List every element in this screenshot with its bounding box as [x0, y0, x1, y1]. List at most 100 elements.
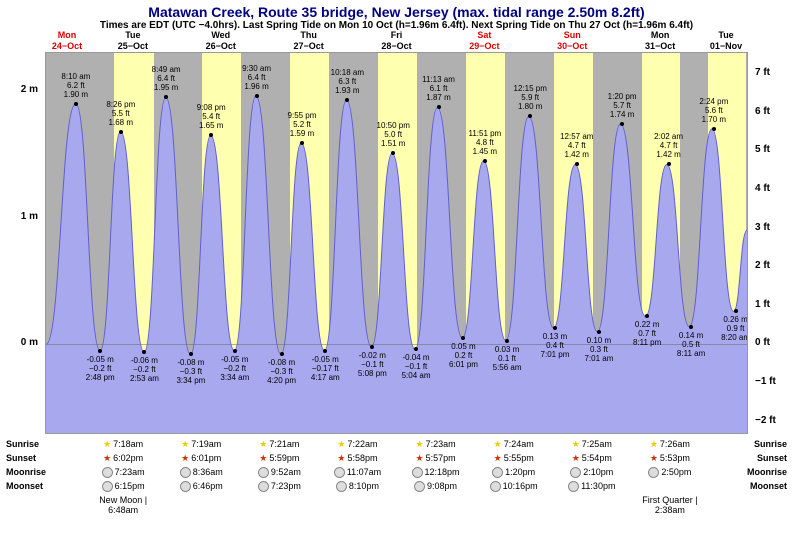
tide-label: 0.26 m0.9 ft8:20 am [721, 315, 748, 342]
moon-icon [648, 467, 659, 478]
sunmoon-cell: ★7:25am [553, 437, 631, 451]
y-tick-right: 2 ft [755, 260, 770, 271]
row-label: Moonrise [6, 467, 46, 477]
time-text: 6:46pm [193, 481, 223, 491]
sunmoon-cell: ★7:18am [84, 437, 162, 451]
y-tick-left: 1 m [21, 211, 38, 222]
tide-label: -0.06 m−0.2 ft2:53 am [130, 356, 159, 383]
date-header-row: Mon24−OctTue25−OctWed26−OctThu27−OctFri2… [45, 30, 748, 52]
y-tick-right: 5 ft [755, 144, 770, 155]
y-tick-right: 4 ft [755, 183, 770, 194]
tide-point [553, 326, 557, 330]
sunmoon-row-sunrise: SunriseSunrise★7:18am★7:19am★7:21am★7:22… [0, 437, 793, 451]
time-text: 6:15pm [115, 481, 145, 491]
y-tick-right: 6 ft [755, 106, 770, 117]
tide-point [689, 325, 693, 329]
tide-label: 9:30 am6.4 ft1.96 m [242, 64, 271, 91]
tide-label: -0.05 m−0.17 ft4:17 am [311, 355, 340, 382]
time-text: 7:23pm [271, 481, 301, 491]
date-header-cell: Sun30−Oct [528, 30, 616, 52]
tide-label: 8:26 pm5.5 ft1.68 m [106, 100, 135, 127]
tide-point [370, 345, 374, 349]
moon-icon [180, 481, 191, 492]
tide-point [437, 105, 441, 109]
moon-phase-cell: New Moon | 6:48am [84, 495, 162, 515]
time-text: 7:24am [504, 439, 534, 449]
tide-point [575, 162, 579, 166]
time-text: 7:26am [660, 439, 690, 449]
sunrise-icon: ★ [650, 439, 658, 450]
row-label: Sunrise [6, 439, 39, 449]
moon-phase-cell [162, 495, 240, 515]
date-header-cell: Wed26−Oct [177, 30, 265, 52]
sunrise-icon: ★ [494, 439, 502, 450]
time-text: 1:20pm [505, 467, 535, 477]
sunmoon-cell: ★7:26am [631, 437, 709, 451]
tide-label: -0.08 m−0.3 ft3:34 pm [176, 358, 205, 385]
moon-icon [492, 467, 503, 478]
sunrise-icon: ★ [181, 439, 189, 450]
tide-point [164, 95, 168, 99]
tide-label: 8:10 am6.2 ft1.90 m [61, 72, 90, 99]
tide-label: 0.14 m0.5 ft8:11 am [677, 331, 705, 358]
time-text: 9:08pm [427, 481, 457, 491]
moon-icon [490, 481, 501, 492]
tide-point [528, 114, 532, 118]
moon-phase-cell [240, 495, 318, 515]
tide-label: 9:55 pm5.2 ft1.59 m [288, 111, 317, 138]
tide-point [280, 352, 284, 356]
sunmoon-cell: 12:18pm [397, 465, 475, 479]
tide-point [233, 349, 237, 353]
tide-point [461, 336, 465, 340]
tide-label: -0.04 m−0.1 ft5:04 am [402, 353, 431, 380]
tide-label: 11:51 pm4.8 ft1.45 m [468, 129, 501, 156]
moon-icon [258, 481, 269, 492]
tide-point [189, 352, 193, 356]
sunmoon-cell: 11:30pm [553, 479, 631, 493]
tide-chart-container: Matawan Creek, Route 35 bridge, New Jers… [0, 0, 793, 539]
time-text: 5:57pm [426, 453, 456, 463]
sunset-icon: ★ [494, 453, 502, 464]
sunmoon-cell: ★7:23am [397, 437, 475, 451]
tide-label: 0.22 m0.7 ft8:11 pm [633, 320, 661, 347]
sunset-icon: ★ [650, 453, 658, 464]
time-text: 5:53pm [660, 453, 690, 463]
sunmoon-cell: ★5:53pm [631, 451, 709, 465]
date-header-cell: Tue01−Nov [704, 30, 748, 52]
tide-label: 9:08 pm5.4 ft1.65 m [197, 103, 226, 130]
tide-point [300, 141, 304, 145]
sunrise-icon: ★ [259, 439, 267, 450]
sunmoon-cell: ★5:57pm [397, 451, 475, 465]
sunset-icon: ★ [572, 453, 580, 464]
y-axis-left: 0 m1 m2 m [0, 52, 42, 432]
sunmoon-cell: ★7:21am [240, 437, 318, 451]
sunmoon-cell: 6:15pm [84, 479, 162, 493]
sunmoon-cell: ★5:58pm [318, 451, 396, 465]
sunmoon-cell: 8:36am [162, 465, 240, 479]
time-text: 5:55pm [504, 453, 534, 463]
time-text: 7:23am [115, 467, 145, 477]
tide-label: 2:02 am4.7 ft1.42 m [654, 132, 683, 159]
moon-phase-cell [318, 495, 396, 515]
tide-point [505, 339, 509, 343]
sunset-icon: ★ [259, 453, 267, 464]
sunmoon-cell: ★5:54pm [553, 451, 631, 465]
tide-point [142, 350, 146, 354]
y-tick-right: 1 ft [755, 299, 770, 310]
row-label: Moonset [750, 481, 787, 491]
tide-point [119, 130, 123, 134]
row-label: Moonrise [747, 467, 787, 477]
sunmoon-row-moonset: MoonsetMoonset6:15pm6:46pm7:23pm8:10pm9:… [0, 479, 793, 493]
y-axis-right: −2 ft−1 ft0 ft1 ft2 ft3 ft4 ft5 ft6 ft7 … [751, 52, 793, 432]
moon-phase-cell [475, 495, 553, 515]
moon-icon [412, 467, 423, 478]
tide-point [209, 133, 213, 137]
sunmoon-cell: ★7:24am [475, 437, 553, 451]
tide-point [645, 314, 649, 318]
tide-label: 0.13 m0.4 ft7:01 pm [541, 332, 570, 359]
y-tick-right: 0 ft [755, 337, 770, 348]
sunmoon-cell: 6:46pm [162, 479, 240, 493]
date-header-cell: Mon31−Oct [616, 30, 704, 52]
time-text: 12:18pm [425, 467, 460, 477]
moon-phase-row: New Moon | 6:48amFirst Quarter | 2:38am [45, 495, 748, 515]
